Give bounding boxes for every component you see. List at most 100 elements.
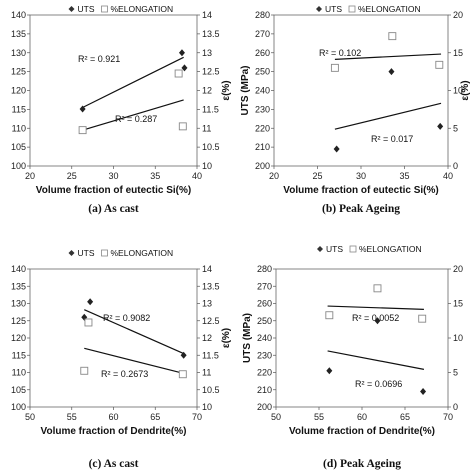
y-tick-label: 210 [255, 142, 270, 152]
x-tick-label: 65 [400, 412, 410, 422]
panel-caption: (a) As cast [88, 203, 139, 215]
elongation-data-point [418, 314, 427, 323]
y-tick-label: 115 [12, 104, 26, 114]
y-tick-label: 210 [257, 385, 272, 395]
y-tick-label: 250 [257, 316, 272, 326]
legend-elongation-label: %ELONGATION [358, 4, 421, 14]
x-tick-label: 20 [269, 171, 279, 181]
uts-data-point [181, 64, 188, 72]
x-tick-label: 55 [314, 412, 324, 422]
x-tick-label: 30 [356, 171, 366, 181]
elongation-data-point [84, 318, 93, 327]
uts-data-point [333, 145, 340, 153]
x-tick-label: 40 [192, 171, 202, 181]
legend-elongation-marker [349, 245, 357, 253]
elongation-data-point [174, 69, 183, 78]
x-axis-label: Volume fraction of eutectic Si(%) [36, 185, 191, 196]
panel-caption: (c) As cast [89, 458, 139, 470]
elongation-data-point [78, 126, 87, 135]
y2-tick-label: 14 [202, 264, 212, 274]
y2-tick-label: 20 [453, 264, 463, 274]
y-tick-label: 100 [11, 161, 26, 171]
y-tick-label: 105 [11, 385, 26, 395]
y-tick-label: 120 [11, 333, 26, 343]
chart-panel-c: 100 105 110 115 120 125 130 135 140 10 10.5 11 11.5 1… [11, 248, 232, 470]
x-tick-label: 60 [357, 412, 367, 422]
y-tick-label: 270 [257, 281, 272, 291]
y-tick-label: 260 [257, 299, 272, 309]
y-tick-label: 135 [11, 281, 26, 291]
legend-uts-label: UTS [78, 4, 95, 14]
legend-uts-marker [68, 6, 75, 12]
trendline-uts [84, 309, 184, 354]
trendline-elongation [327, 350, 425, 370]
y2-tick-label: 14 [202, 10, 212, 20]
chart-panel-b: 200 210 220 230 240 250 260 270 280 0 5 10 15 20 20 25 3… [240, 4, 471, 215]
panel-caption: (d) Peak Ageing [323, 458, 401, 470]
r-squared-label: R² = 0.0052 [352, 313, 399, 323]
trendline-elongation [84, 347, 183, 374]
legend-elongation-label: %ELONGATION [111, 4, 174, 14]
chart-panel-a: 100 105 110 115 120 125 130 135 140 10 10.5 11 11.5 1… [11, 4, 232, 215]
y-tick-label: 200 [257, 402, 272, 412]
y2-tick-label: 13.5 [202, 281, 220, 291]
trendline-uts [327, 305, 424, 310]
y-tick-label: 125 [11, 316, 26, 326]
x-tick-label: 70 [443, 412, 453, 422]
y-tick-label: 200 [255, 161, 270, 171]
trendline-elongation [82, 99, 184, 131]
uts-data-point [420, 387, 427, 395]
y2-tick-label: 13.5 [202, 29, 220, 39]
y2-tick-label: 11.5 [202, 350, 219, 360]
legend-uts-label: UTS [78, 248, 95, 258]
x-axis-label: Volume fraction of Dendrite(%) [289, 426, 435, 437]
y2-tick-label: 0 [453, 161, 458, 171]
elongation-data-point [330, 63, 339, 72]
plot-area-frame [29, 14, 198, 167]
elongation-data-point [373, 284, 382, 293]
y2-tick-label: 11 [202, 368, 211, 378]
y-tick-label: 250 [255, 67, 270, 77]
x-tick-label: 20 [25, 171, 35, 181]
y-tick-label: 240 [255, 86, 270, 96]
y-tick-label: 100 [11, 402, 26, 412]
uts-data-point [437, 122, 444, 130]
y-tick-label: 120 [11, 86, 26, 96]
y2-axis-label: ε(%) [221, 80, 232, 100]
legend-uts-marker [68, 250, 75, 256]
y-tick-label: 230 [257, 350, 272, 360]
y-tick-label: 110 [12, 368, 26, 378]
x-tick-label: 25 [312, 171, 322, 181]
plot-area-frame [29, 268, 198, 408]
elongation-data-point [80, 366, 89, 375]
trendline-uts [82, 56, 184, 109]
y2-tick-label: 15 [453, 48, 463, 58]
x-tick-label: 70 [192, 412, 202, 422]
y2-tick-label: 12.5 [202, 316, 220, 326]
y2-tick-label: 12.5 [202, 67, 220, 77]
y2-tick-label: 11.5 [202, 104, 219, 114]
y-tick-label: 230 [255, 104, 270, 114]
elongation-data-point [435, 60, 444, 69]
y2-tick-label: 0 [453, 402, 458, 412]
x-tick-label: 55 [67, 412, 77, 422]
legend-uts-marker [317, 246, 323, 252]
y2-axis-label: ε(%) [221, 328, 232, 348]
y2-tick-label: 20 [453, 10, 463, 20]
elongation-data-point [325, 311, 334, 320]
r-squared-label: R² = 0.921 [78, 54, 120, 64]
y2-tick-label: 10 [453, 333, 463, 343]
y2-tick-label: 10.5 [202, 385, 220, 395]
x-tick-label: 50 [25, 412, 35, 422]
y-tick-label: 110 [12, 123, 26, 133]
legend-elongation-marker [348, 5, 356, 13]
y2-tick-label: 13 [202, 48, 212, 58]
uts-data-point [374, 317, 381, 325]
plot-area-frame [273, 14, 449, 167]
y-tick-label: 125 [11, 67, 26, 77]
y-axis-label: UTS (MPa) [240, 66, 251, 116]
y-tick-label: 105 [11, 142, 26, 152]
trendline-elongation [334, 102, 442, 130]
r-squared-label: R² = 0.2673 [101, 369, 148, 379]
y2-tick-label: 11 [202, 123, 211, 133]
